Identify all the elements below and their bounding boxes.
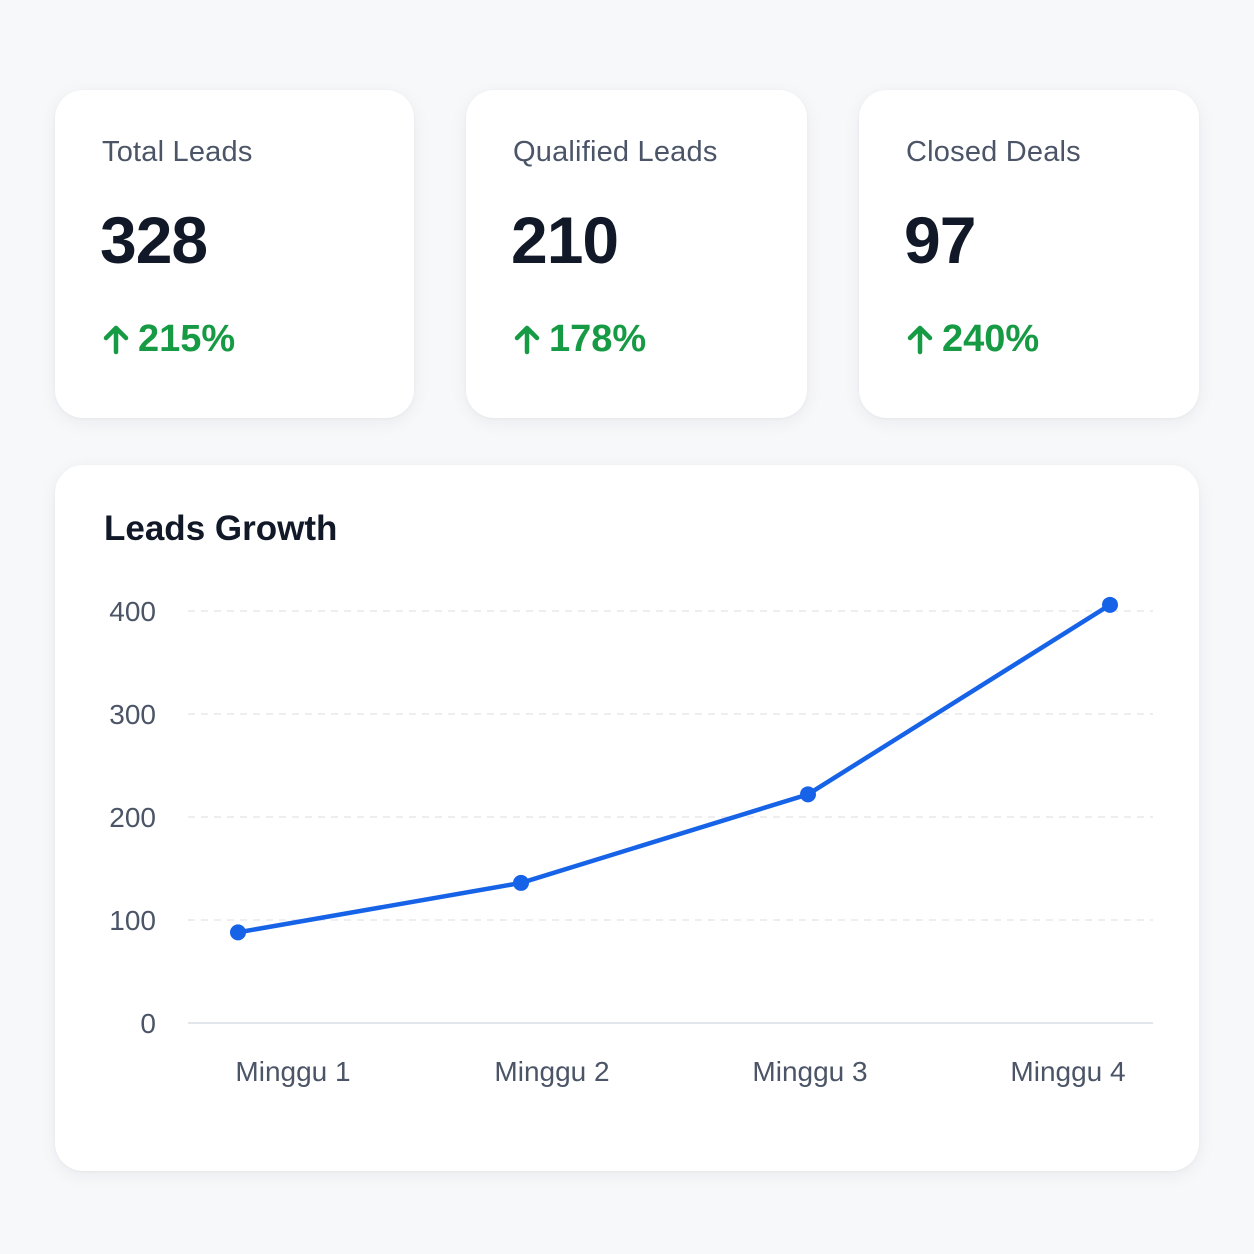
data-point: [1102, 596, 1118, 613]
data-point: [230, 924, 246, 941]
stat-label: Closed Deals: [906, 136, 1081, 168]
y-tick-label: 400: [109, 596, 156, 627]
arrow-up-icon: [906, 324, 934, 356]
stat-card-closed-deals: Closed Deals 97 240%: [859, 90, 1199, 418]
y-tick-label: 0: [140, 1008, 156, 1039]
y-tick-label: 100: [109, 905, 156, 936]
stat-label: Total Leads: [102, 136, 253, 168]
y-tick-label: 300: [109, 699, 156, 730]
stat-change: 240%: [906, 318, 1039, 361]
stat-change: 215%: [102, 318, 235, 361]
arrow-up-icon: [102, 324, 130, 356]
leads-growth-chart: 0 100 200 300 400 Minggu 1 Minggu 2 Minggu 3 Min…: [109, 596, 1153, 1087]
stat-value: 97: [904, 203, 976, 277]
stat-card-qualified-leads: Qualified Leads 210 178%: [466, 90, 807, 418]
data-point: [513, 874, 529, 891]
leads-growth-chart-card: Leads Growth 0 100 200 300 400 Minggu 1 Minggu…: [55, 465, 1199, 1171]
stat-label: Qualified Leads: [513, 136, 718, 168]
stat-change-value: 178%: [549, 318, 647, 360]
stat-change-value: 240%: [942, 318, 1040, 360]
x-tick-label: Minggu 2: [494, 1056, 609, 1087]
series-line: [235, 602, 1113, 935]
stat-card-total-leads: Total Leads 328 215%: [55, 90, 414, 418]
x-tick-label: Minggu 1: [235, 1056, 350, 1087]
stat-value: 328: [100, 203, 208, 277]
x-tick-label: Minggu 3: [752, 1056, 867, 1087]
y-tick-label: 200: [109, 802, 156, 833]
arrow-up-icon: [513, 324, 541, 356]
chart-title: Leads Growth: [104, 509, 338, 548]
x-tick-label: Minggu 4: [1010, 1056, 1125, 1087]
stat-change-value: 215%: [138, 318, 236, 360]
stat-change: 178%: [513, 318, 646, 361]
data-point: [800, 786, 816, 803]
stat-value: 210: [511, 203, 619, 277]
